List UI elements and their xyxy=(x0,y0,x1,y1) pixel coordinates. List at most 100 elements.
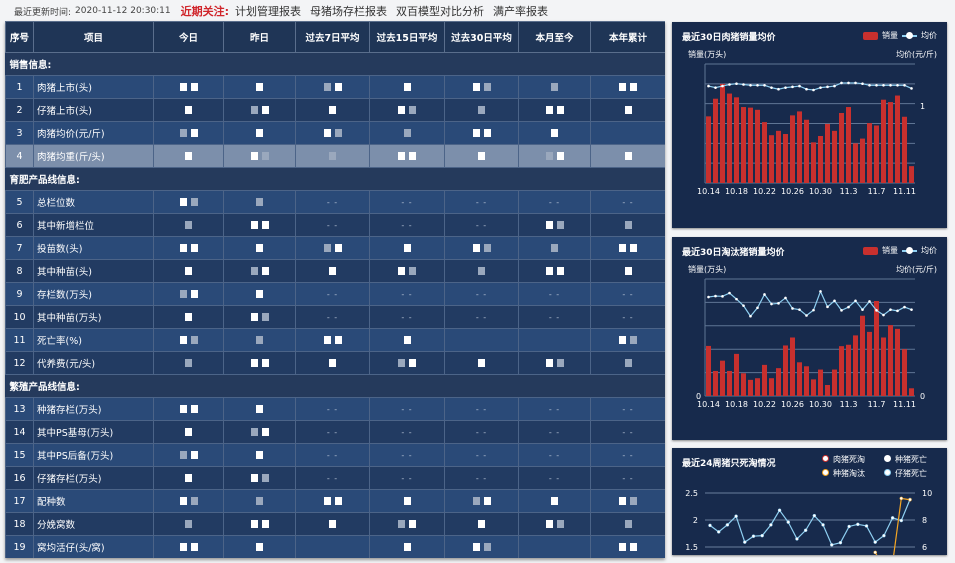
bar xyxy=(797,362,802,396)
table-row[interactable]: 3 肉猪均价(元/斤) xyxy=(5,121,665,145)
legend-price[interactable]: 均价 xyxy=(921,31,937,40)
series-point xyxy=(795,537,799,541)
series-point xyxy=(899,496,904,501)
value-cell xyxy=(518,535,591,558)
redacted-value-cell xyxy=(223,466,296,490)
redacted-value-cell xyxy=(518,98,591,122)
legend-breeder-death[interactable]: 种猪死亡 xyxy=(884,454,946,465)
redaction-block xyxy=(630,497,637,505)
table-row[interactable]: 5 总栏位数 - - - - - - - - - - xyxy=(5,190,665,214)
price-point xyxy=(875,309,878,312)
price-line xyxy=(708,289,912,318)
value-cell: - - xyxy=(369,213,445,237)
price-point xyxy=(847,305,850,309)
table-row[interactable]: 1 肉猪上市(头) xyxy=(5,75,665,99)
value-cell: - - xyxy=(518,397,591,421)
legend-sales[interactable]: 销量 xyxy=(882,246,898,255)
redacted-value-cell xyxy=(590,535,665,558)
table-row[interactable]: 12 代养费(元/头) xyxy=(5,351,665,375)
chart-legend[interactable]: 销量 均价 xyxy=(863,245,937,256)
redacted-value-cell xyxy=(153,443,224,467)
redaction-block xyxy=(478,520,485,528)
price-point xyxy=(770,302,773,306)
value-cell: - - xyxy=(369,190,445,214)
redaction-block xyxy=(261,313,269,321)
table-row[interactable]: 6 其中新增栏位 - - - - - - xyxy=(5,213,665,237)
table-row[interactable]: 14 其中PS基母(万头) - - - - - - - - - - xyxy=(5,420,665,444)
table-row[interactable]: 19 窝均活仔(头/窝) xyxy=(5,535,665,558)
empty-value: - - xyxy=(326,450,339,460)
redacted-value-cell xyxy=(223,121,296,145)
link-plan-report[interactable]: 计划管理报表 xyxy=(235,5,302,18)
empty-value: - - xyxy=(548,450,561,460)
table-row[interactable]: 17 配种数 xyxy=(5,489,665,513)
row-item: 代养费(元/头) xyxy=(33,351,154,375)
link-sow-inventory-report[interactable]: 母猪场存栏报表 xyxy=(310,5,388,18)
table-row[interactable]: 9 存栏数(万头) - - - - - - - - - - xyxy=(5,282,665,306)
table-row[interactable]: 4 肉猪均重(斤/头) xyxy=(5,144,665,168)
legend-price[interactable]: 均价 xyxy=(921,246,937,255)
legend-bar-icon xyxy=(863,246,878,255)
table-row[interactable]: 16 仔猪存栏(万头) - - - - - - - - - - xyxy=(5,466,665,490)
redaction-block xyxy=(185,152,192,160)
legend-sales[interactable]: 销量 xyxy=(882,31,898,40)
redacted-value-cell xyxy=(444,351,519,375)
left-tick-label: 1.5 xyxy=(685,543,698,552)
redacted-value-cell xyxy=(153,190,224,214)
chart-legend[interactable]: 肉猪死淘 种猪死亡 种猪淘汰 仔猪死亡 xyxy=(822,454,946,479)
table-row[interactable]: 15 其中PS后备(万头) - - - - - - - - - - xyxy=(5,443,665,467)
bar xyxy=(839,112,844,183)
link-full-production-report[interactable]: 满产率报表 xyxy=(493,5,549,18)
redaction-block xyxy=(619,83,626,91)
series-point xyxy=(873,540,877,544)
value-cell: - - xyxy=(369,420,445,444)
table-row[interactable]: 11 死亡率(%) xyxy=(5,328,665,352)
redacted-value-cell xyxy=(590,328,665,352)
table-row[interactable]: 13 种猪存栏(万头) - - - - - - - - - - xyxy=(5,397,665,421)
redacted-value-cell xyxy=(518,121,591,145)
table-row[interactable]: 18 分娩窝数 xyxy=(5,512,665,536)
redacted-value-cell xyxy=(518,489,591,513)
column-header: 本年累计 xyxy=(590,21,665,53)
row-item: 仔猪上市(头) xyxy=(33,98,154,122)
series-line xyxy=(709,499,911,546)
legend-piglet-death[interactable]: 仔猪死亡 xyxy=(884,468,946,479)
table-row[interactable]: 10 其中种苗(万头) - - - - - - - - - - xyxy=(5,305,665,329)
chart-legend[interactable]: 销量 均价 xyxy=(863,30,937,41)
redacted-value-cell xyxy=(223,535,296,558)
bar xyxy=(846,344,851,396)
price-point xyxy=(903,305,906,309)
column-header: 序号 xyxy=(5,21,34,53)
price-point xyxy=(868,300,871,303)
redacted-value-cell xyxy=(223,75,296,99)
row-number: 10 xyxy=(5,305,34,329)
empty-value: - - xyxy=(475,312,488,322)
table-row[interactable]: 8 其中种苗(头) xyxy=(5,259,665,283)
legend-breeder-cull[interactable]: 种猪淘汰 xyxy=(822,468,884,479)
series-point xyxy=(847,524,851,529)
empty-value: - - xyxy=(401,404,413,414)
link-model-comparison[interactable]: 双百模型对比分析 xyxy=(396,5,485,18)
left-tick-label: 0 xyxy=(696,392,701,401)
table-row[interactable]: 7 投苗数(头) xyxy=(5,236,665,260)
value-cell: - - xyxy=(518,305,591,329)
bar xyxy=(867,123,872,183)
table-row[interactable]: 2 仔猪上市(头) xyxy=(5,98,665,122)
redacted-value-cell xyxy=(369,236,445,260)
empty-value: - - xyxy=(326,289,339,299)
value-cell: - - xyxy=(444,443,519,467)
bar xyxy=(825,123,830,183)
series-point xyxy=(812,513,817,518)
value-cell: - - xyxy=(444,190,519,214)
series-point xyxy=(708,523,712,528)
value-cell: - - xyxy=(518,443,591,467)
redaction-block xyxy=(185,474,192,482)
x-tick-label: 11.7 xyxy=(868,187,886,196)
redacted-value-cell xyxy=(153,98,224,122)
value-cell xyxy=(295,535,370,558)
redaction-block xyxy=(179,83,187,91)
price-point xyxy=(882,313,885,317)
redacted-value-cell xyxy=(295,512,370,536)
legend-hog-mortality[interactable]: 肉猪死淘 xyxy=(822,454,884,465)
value-cell: - - xyxy=(518,466,591,490)
